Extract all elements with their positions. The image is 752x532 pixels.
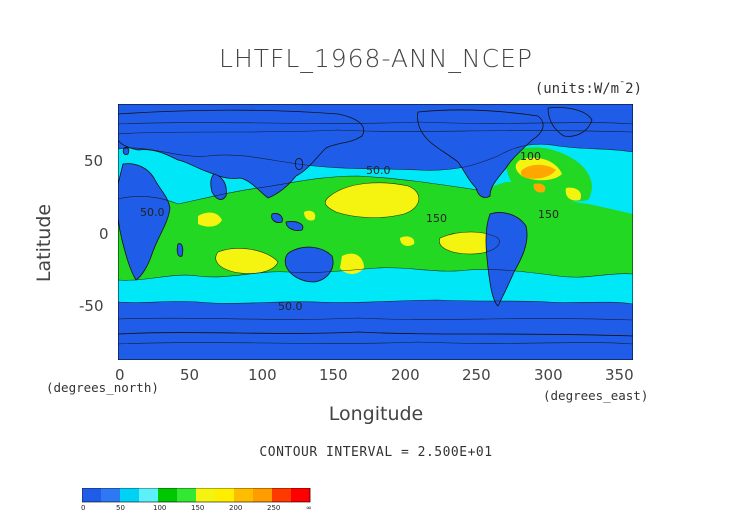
x-tick-350: 350 [605,366,634,384]
y-tick-0: 0 [99,225,109,243]
contour-label-3: 150 [426,212,447,225]
legend-label-infinity: ∞ [306,504,312,512]
legend-label-50: 50 [116,504,125,512]
x-unit-note: (degrees_east) [543,388,649,403]
legend-swatch [291,488,311,502]
contour-label-6: 100 [520,150,541,163]
continent-north-america [417,109,544,198]
legend-swatch [82,488,102,502]
x-tick-0: 0 [115,366,125,384]
legend-swatch [120,488,140,502]
y-unit-note: (degrees_north) [46,380,159,395]
units-label: (units:W/m¯2) [534,81,642,97]
map-title: LHTFL_1968-ANN_NCEP [219,44,533,73]
color-legend: 0 50 100 150 200 250 ∞ [81,487,312,512]
legend-swatch [196,488,216,502]
x-tick-100: 100 [248,366,277,384]
legend-swatch [234,488,254,502]
contour-label-2: 50.0 [140,206,165,219]
latent-heat-map: 50.0 50.0 150 50.0 150 100 [118,104,633,360]
legend-label-200: 200 [229,504,243,512]
continent-south-america [485,212,528,307]
legend-label-0: 0 [81,504,86,512]
legend-swatch [215,488,235,502]
contour-label-1: 50.0 [366,164,391,177]
legend-swatch [101,488,121,502]
continent-australia [284,246,334,283]
legend-swatch [272,488,292,502]
x-tick-150: 150 [319,366,348,384]
contour-interval: CONTOUR INTERVAL = 2.500E+01 [259,445,493,460]
continent-africa [118,163,171,281]
x-tick-50: 50 [180,366,200,384]
x-axis-title: Longitude [328,403,424,425]
legend-label-150: 150 [191,504,205,512]
legend-colorbar [81,487,311,503]
legend-swatch [253,488,273,502]
legend-swatch [177,488,197,502]
x-tick-300: 300 [534,366,563,384]
legend-label-100: 100 [153,504,167,512]
legend-swatch [139,488,159,502]
legend-label-250: 250 [267,504,281,512]
legend-swatch [158,488,178,502]
band-200-250-gulfstream [520,164,556,179]
band-150-200-pacific-north [325,182,419,218]
band-150-200-indian-south [215,248,278,274]
y-tick-50: 50 [84,152,104,170]
x-tick-200: 200 [391,366,420,384]
x-tick-250: 250 [462,366,491,384]
y-tick-minus50: -50 [79,297,104,315]
contour-label-4: 50.0 [278,300,303,313]
continent-antarctica [118,331,633,360]
contour-label-5: 150 [538,208,559,221]
band-150-200-pacific-south [439,232,500,254]
y-axis-title: Latitude [33,203,55,283]
